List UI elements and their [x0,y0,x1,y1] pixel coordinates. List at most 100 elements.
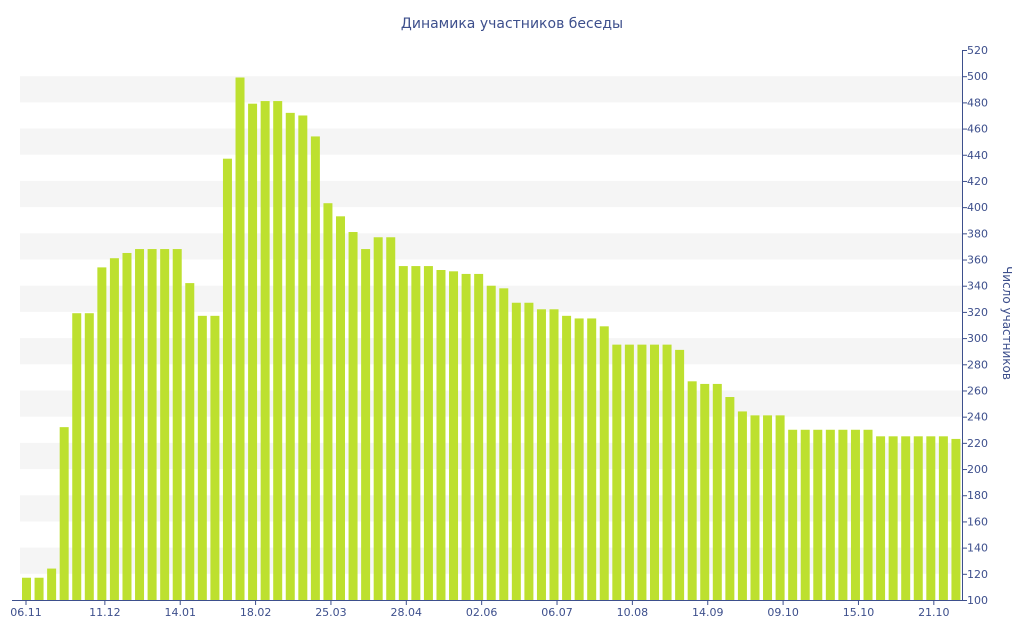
x-tick-label: 21.10 [918,606,950,619]
bar [373,237,383,600]
bar [536,309,546,600]
bar [210,315,220,600]
bar [938,436,948,600]
bar [650,344,659,600]
bar [273,101,283,600]
bar [499,288,509,600]
y-tick-label: 220 [967,437,988,450]
bar [888,436,898,600]
bar [850,429,860,600]
bar [549,309,559,600]
bar [750,415,760,600]
bar [876,436,886,600]
grid-band [20,76,962,103]
x-tick-label: 06.07 [541,606,573,619]
bar [587,318,597,600]
y-tick-label: 260 [967,384,988,397]
bar [687,381,697,600]
x-tick-label: 14.09 [692,606,724,619]
bar [323,203,333,600]
bar [22,577,31,600]
x-tick-label: 14.01 [164,606,196,619]
bar [863,429,873,600]
y-tick-label: 460 [967,123,988,136]
y-tick-label: 400 [967,201,988,214]
bar [725,397,735,600]
bar [97,267,107,600]
y-tick-label: 520 [967,44,988,57]
y-tick-label: 380 [967,227,988,240]
bar [72,313,82,600]
x-tick-label: 06.11 [10,606,42,619]
bar [59,427,69,600]
bar [612,344,622,600]
bar [926,436,936,600]
bar [574,318,584,600]
bar [398,266,408,600]
y-axis: 100 120 140 160 180 200 220 240 260 280 300 320 340 3… [962,44,988,607]
x-axis: 06.11 11.12 14.01 18.02 25.03 28.04 02.06 06.07… [10,600,950,619]
bar [813,429,823,600]
y-tick-label: 240 [967,411,988,424]
bar [524,302,534,600]
bar [336,216,345,600]
bar [235,77,245,600]
y-tick-label: 480 [967,96,988,109]
x-tick-label: 11.12 [89,606,121,619]
bar [109,258,119,600]
bar [712,383,722,600]
bar [172,249,182,601]
x-tick-label: 09.10 [767,606,799,619]
x-tick-label: 10.08 [617,606,649,619]
x-tick-label: 28.04 [391,606,423,619]
bar [423,266,433,600]
bar [285,112,295,601]
x-tick-label: 15.10 [843,606,875,619]
bar [951,438,961,600]
bar [84,313,94,600]
bar [662,344,672,600]
x-tick-label: 18.02 [240,606,272,619]
bar [34,577,44,600]
x-tick-label: 25.03 [315,606,347,619]
bar [248,103,258,600]
bar [474,273,484,600]
bar [737,411,747,600]
bar [675,349,685,600]
bar [160,249,170,601]
bar [624,344,634,600]
bar [763,415,773,600]
bar [147,249,157,601]
y-tick-label: 500 [967,70,988,83]
bar [411,266,421,600]
bar [122,252,132,601]
y-tick-label: 340 [967,280,988,293]
y-tick-label: 300 [967,332,988,345]
y-tick-label: 100 [967,594,988,607]
bar [348,232,358,600]
bar [135,249,145,601]
y-tick-label: 280 [967,358,988,371]
y-tick-label: 320 [967,306,988,319]
bar [298,115,308,600]
bar [386,237,396,600]
y-tick-label: 440 [967,149,988,162]
bar [562,315,572,600]
bar [260,101,270,600]
y-tick-label: 160 [967,515,988,528]
bar [637,344,647,600]
bar [436,270,446,600]
bar [913,436,923,600]
bar [310,136,320,600]
bar [800,429,810,600]
y-tick-label: 140 [967,542,988,555]
bar [700,383,710,600]
y-axis-label: Число участников [1000,266,1014,380]
y-tick-label: 360 [967,254,988,267]
bar [486,285,496,600]
bar [185,283,195,600]
bar [461,273,471,600]
chart-title: Динамика участников беседы [401,16,623,32]
bar [901,436,911,600]
